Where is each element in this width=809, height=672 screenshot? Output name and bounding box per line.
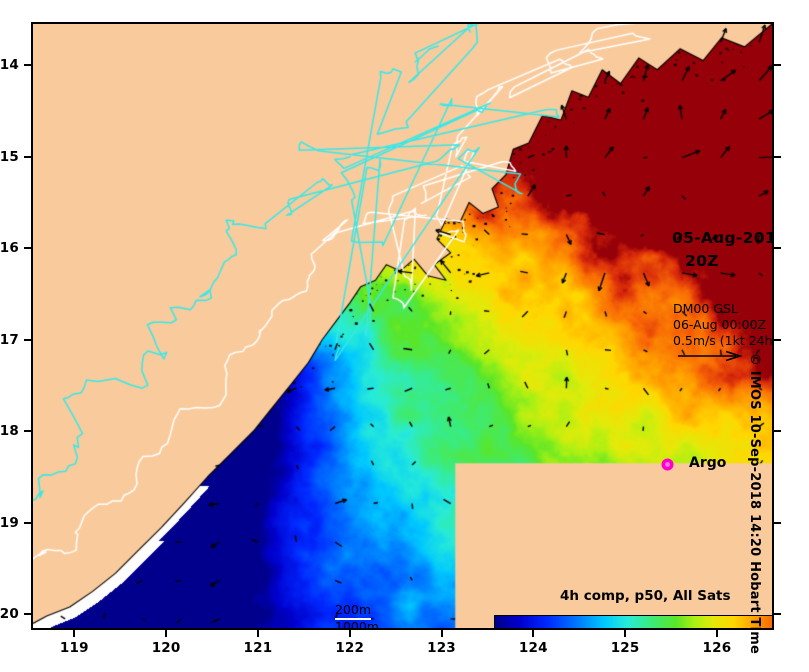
y-axis-tick-right — [773, 430, 781, 433]
y-axis-tick-right — [773, 521, 781, 524]
x-axis-label: 120 — [151, 640, 181, 656]
x-axis-tick — [348, 629, 351, 637]
y-axis-label: -17 — [0, 331, 19, 348]
y-axis-label: -14 — [0, 57, 19, 74]
current-model-name: DM00 GSL — [673, 301, 738, 316]
x-axis-tick — [532, 629, 535, 637]
sst-field-canvas — [33, 24, 772, 628]
x-axis-label: 121 — [243, 640, 273, 656]
x-axis-label: 126 — [702, 640, 732, 656]
x-axis-label: 122 — [335, 640, 365, 656]
argo-marker-icon — [661, 458, 674, 471]
x-axis-tick — [256, 629, 259, 637]
x-axis-tick — [73, 629, 76, 637]
y-axis-tick — [24, 338, 32, 341]
y-axis-tick — [24, 430, 32, 433]
bathymetry-1000m-label: 1000m — [335, 619, 379, 628]
y-axis-tick-right — [773, 64, 781, 67]
colorbar-gradient — [495, 616, 772, 628]
y-axis-label: -15 — [0, 148, 19, 165]
x-axis-tick — [165, 629, 168, 637]
y-axis-tick — [24, 155, 32, 158]
current-model-date: 06-Aug 00:00Z — [673, 317, 767, 332]
x-axis-tick — [440, 629, 443, 637]
y-axis-label: -16 — [0, 240, 19, 257]
y-axis-label: -18 — [0, 423, 19, 440]
y-axis-tick-right — [773, 613, 781, 616]
argo-legend-label: Argo — [689, 455, 727, 471]
copyright-notice: © IMOS 10-Sep-2018 14:20 Hobart Time — [747, 352, 763, 654]
y-axis-label: -20 — [0, 606, 19, 623]
x-axis-label: 125 — [610, 640, 640, 656]
map-plot-area: 05-Aug-2018 20Z DM00 GSL 06-Aug 00:00Z 0… — [31, 22, 774, 630]
y-axis-tick — [24, 521, 32, 524]
bathymetry-200m-label: 200m — [335, 602, 372, 620]
colorbar-title: 4h comp, p50, All Sats — [560, 588, 731, 604]
y-axis-tick — [24, 613, 32, 616]
y-axis-tick — [24, 64, 32, 67]
date-annotation: 05-Aug-2018 — [672, 229, 772, 247]
y-axis-tick — [24, 247, 32, 250]
x-axis-label: 124 — [518, 640, 548, 656]
y-axis-tick-right — [773, 155, 781, 158]
current-scale-arrow-icon — [678, 350, 743, 362]
x-axis-label: 123 — [427, 640, 456, 656]
colorbar — [494, 615, 772, 628]
x-axis-label: 119 — [59, 640, 89, 656]
y-axis-label: -19 — [0, 514, 19, 531]
y-axis-tick-right — [773, 338, 781, 341]
time-annotation: 20Z — [685, 252, 719, 270]
x-axis-tick — [624, 629, 627, 637]
current-scale-label: 0.5m/s (1kt 24h) — [673, 333, 774, 348]
x-axis-tick — [715, 629, 718, 637]
y-axis-tick-right — [773, 247, 781, 250]
